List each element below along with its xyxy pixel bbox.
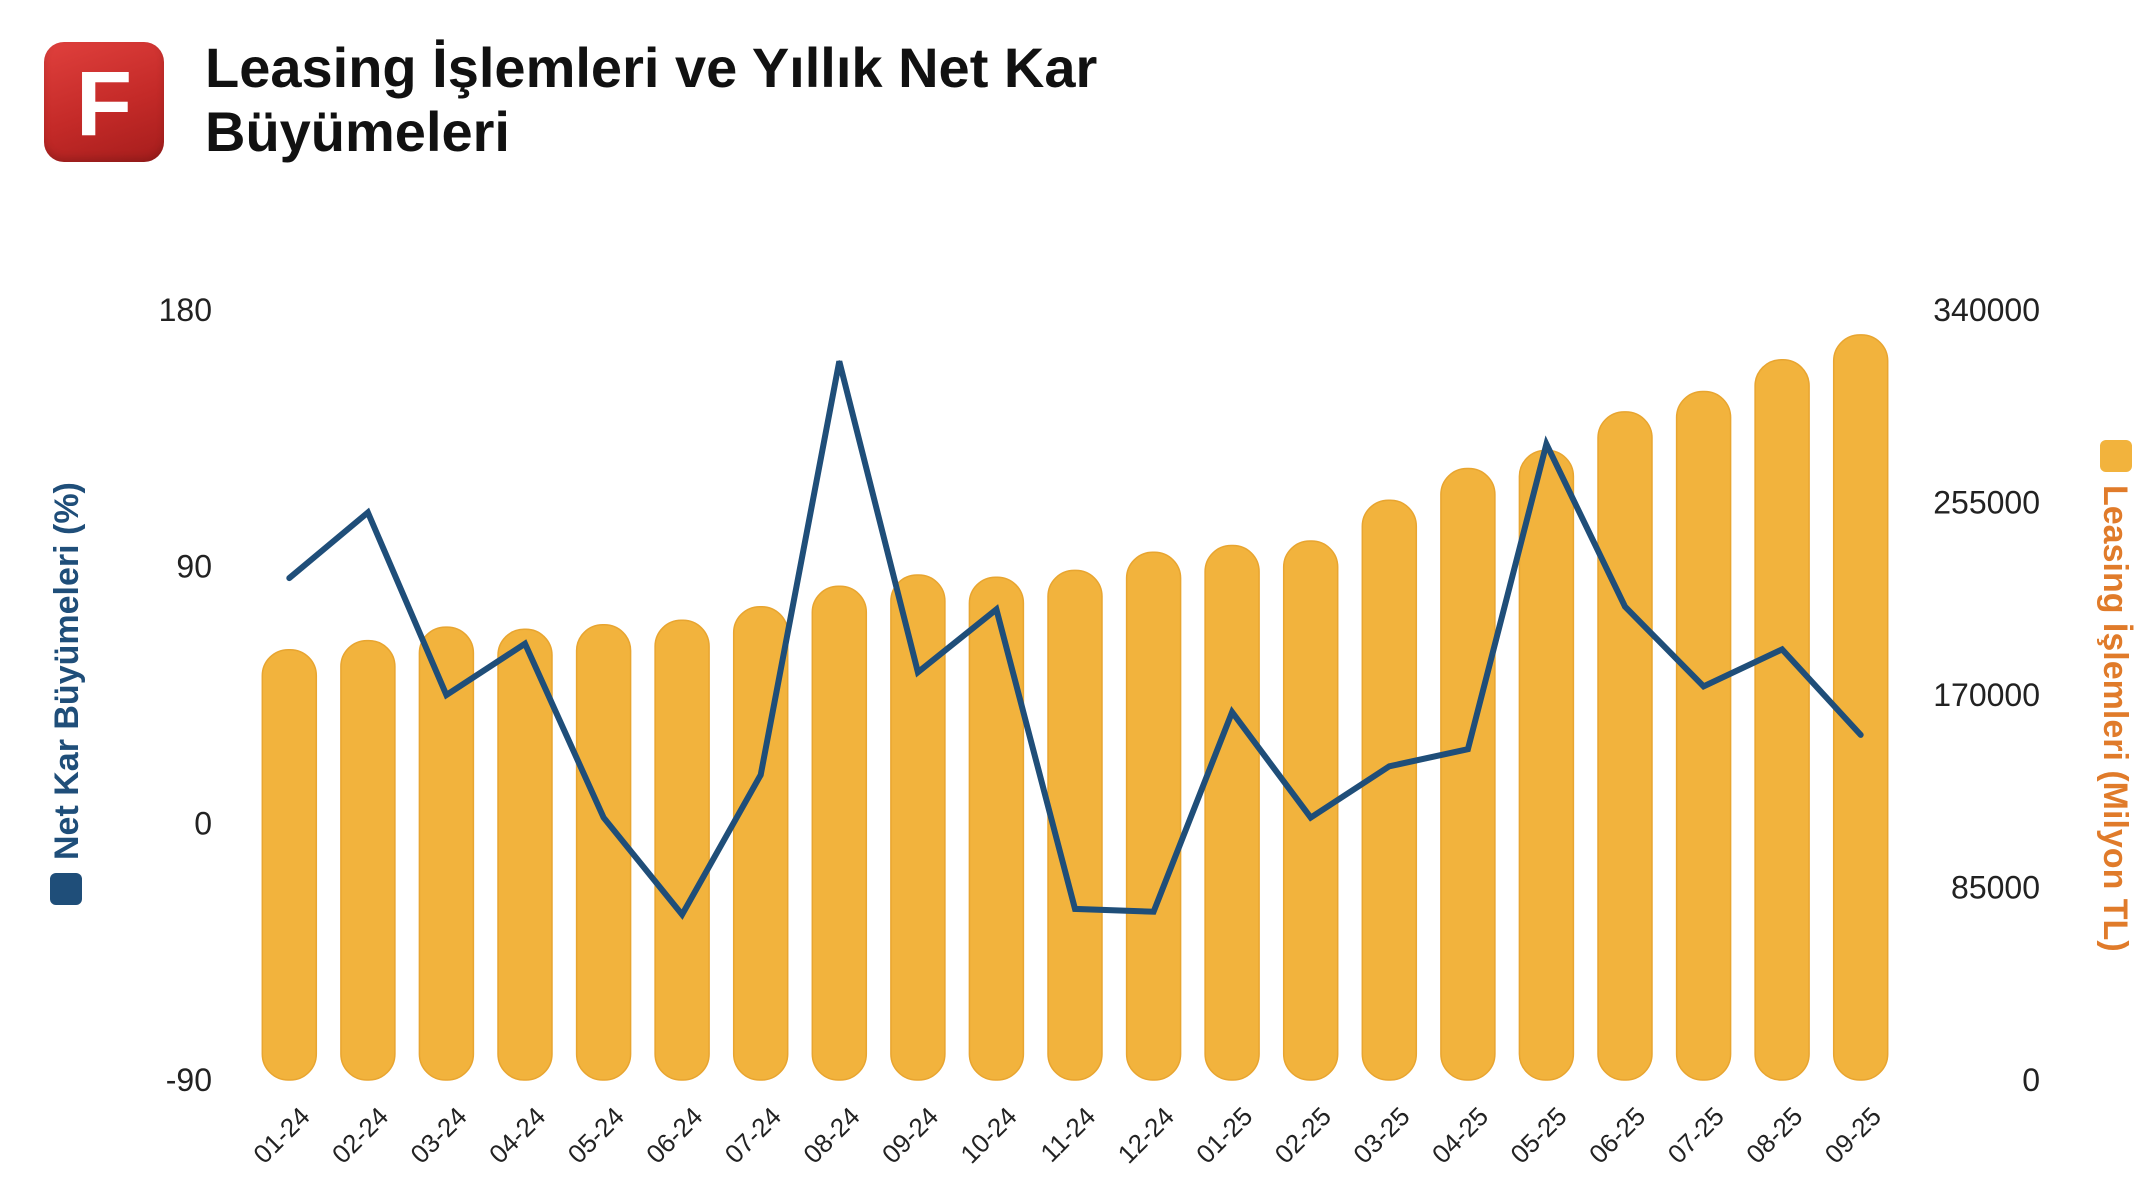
- bar-series: [261, 334, 1889, 1081]
- right-legend-swatch: [2100, 440, 2132, 472]
- bar-03-25: [1361, 499, 1418, 1081]
- line-point-01-25: [1231, 711, 1234, 714]
- bar-07-24: [732, 605, 789, 1081]
- bar-01-24: [261, 648, 318, 1081]
- bar-12-24: [1125, 551, 1182, 1081]
- bar-11-24: [1047, 569, 1103, 1081]
- line-point-09-25: [1859, 733, 1862, 736]
- line-point-08-25: [1781, 648, 1784, 651]
- line-point-09-24: [916, 671, 919, 674]
- x-tick-label: 10-24: [954, 1101, 1022, 1169]
- x-tick-label: 02-24: [326, 1101, 394, 1169]
- line-point-04-25: [1466, 748, 1469, 751]
- bar-02-25: [1282, 540, 1339, 1081]
- x-tick-label: 02-25: [1269, 1101, 1337, 1169]
- x-tick-label: 06-24: [640, 1101, 708, 1169]
- line-point-06-24: [681, 913, 684, 916]
- line-point-01-24: [288, 577, 291, 580]
- x-tick-label: 09-24: [876, 1101, 944, 1169]
- right-tick-label: 255000: [1933, 485, 2040, 521]
- x-axis-ticks: 01-24 02-24 03-24 04-24 05-24 06-24 07-24 08-24…: [247, 1101, 1887, 1169]
- line-point-10-24: [995, 608, 998, 611]
- left-legend-swatch: [50, 873, 82, 905]
- bar-09-24: [890, 574, 946, 1081]
- x-tick-label: 04-24: [483, 1101, 551, 1169]
- left-tick-label: 90: [176, 549, 212, 585]
- line-point-07-25: [1702, 685, 1705, 688]
- line-point-05-24: [602, 816, 605, 819]
- line-point-06-25: [1624, 605, 1626, 608]
- x-tick-label: 04-25: [1426, 1101, 1494, 1169]
- x-tick-label: 05-24: [562, 1101, 630, 1169]
- line-point-05-25: [1545, 443, 1548, 445]
- left-tick-label: 0: [194, 805, 212, 841]
- bar-01-25: [1204, 544, 1260, 1081]
- bar-09-25: [1832, 334, 1889, 1081]
- x-tick-label: 03-24: [404, 1101, 472, 1169]
- bar-06-25: [1597, 411, 1653, 1081]
- right-tick-label: 0: [2022, 1062, 2040, 1098]
- line-point-12-24: [1152, 910, 1155, 913]
- right-tick-label: 85000: [1951, 870, 2040, 906]
- x-tick-label: 03-25: [1347, 1101, 1415, 1169]
- x-tick-label: 01-24: [247, 1101, 315, 1169]
- bar-08-25: [1754, 359, 1810, 1081]
- left-axis-title: Net Kar Büyümeleri (%): [48, 482, 86, 905]
- bar-05-24: [575, 624, 632, 1081]
- right-axis-ticks: 340000 255000 170000 85000 0: [1933, 292, 2040, 1098]
- chart-title: Leasing İşlemleri ve Yıllık Net Kar Büyü…: [205, 36, 1098, 163]
- right-tick-label: 170000: [1933, 677, 2040, 713]
- bar-02-24: [340, 639, 396, 1081]
- bar-07-25: [1675, 390, 1732, 1081]
- bar-08-24: [811, 585, 868, 1081]
- x-tick-label: 05-25: [1504, 1101, 1572, 1169]
- brand-logo: F: [44, 42, 164, 162]
- line-point-02-25: [1309, 816, 1312, 819]
- left-tick-label: -90: [166, 1062, 212, 1098]
- bar-06-24: [654, 619, 710, 1081]
- line-point-03-24: [445, 694, 448, 696]
- bar-03-24: [418, 626, 475, 1081]
- bar-04-25: [1440, 467, 1496, 1081]
- left-axis-ticks: 180 90 0 -90: [159, 292, 212, 1098]
- line-point-03-25: [1388, 765, 1391, 768]
- x-tick-label: 07-25: [1662, 1101, 1730, 1169]
- x-tick-label: 06-25: [1583, 1101, 1651, 1169]
- bar-04-24: [497, 628, 553, 1081]
- x-tick-label: 08-24: [797, 1101, 865, 1169]
- left-axis-label: Net Kar Büyümeleri (%): [48, 482, 86, 860]
- x-tick-label: 12-24: [1112, 1101, 1180, 1169]
- x-tick-label: 11-24: [1034, 1101, 1101, 1168]
- x-tick-label: 07-24: [719, 1101, 787, 1169]
- line-point-02-24: [366, 511, 369, 514]
- logo-letter: F: [75, 53, 133, 155]
- x-tick-label: 09-25: [1819, 1101, 1887, 1169]
- right-axis-title: Leasing İşlemleri (Milyon TL): [2096, 440, 2134, 952]
- x-tick-label: 08-25: [1740, 1101, 1808, 1169]
- bar-10-24: [968, 576, 1025, 1081]
- line-point-11-24: [1074, 907, 1076, 910]
- line-point-08-24: [838, 360, 841, 363]
- bar-05-25: [1518, 449, 1575, 1081]
- line-point-04-24: [524, 642, 526, 645]
- x-tick-label: 01-25: [1190, 1101, 1258, 1169]
- left-tick-label: 180: [159, 292, 212, 328]
- line-series: [286, 360, 1864, 920]
- right-tick-label: 340000: [1933, 292, 2040, 328]
- line-point-07-24: [759, 773, 762, 776]
- right-axis-label: Leasing İşlemleri (Milyon TL): [2096, 485, 2134, 952]
